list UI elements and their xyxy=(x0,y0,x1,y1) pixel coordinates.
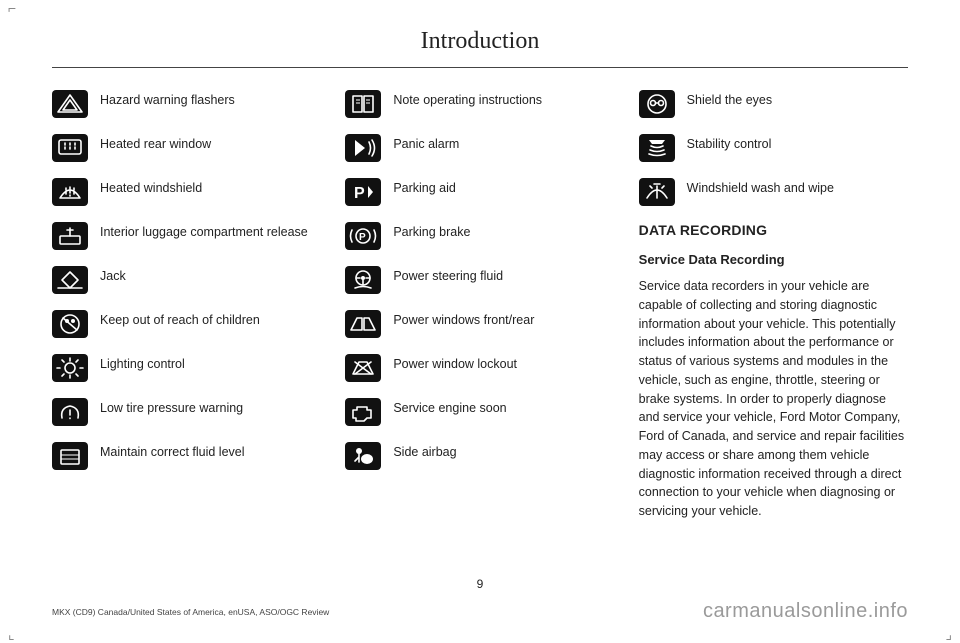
hazard-warning-flashers-label: Hazard warning flashers xyxy=(100,90,235,109)
heated-rear-window-icon xyxy=(52,134,88,162)
heated-rear-window-label: Heated rear window xyxy=(100,134,211,153)
symbol-row-hazard-warning-flashers: Hazard warning flashers xyxy=(52,90,321,118)
symbol-row-low-tire-pressure: Low tire pressure warning xyxy=(52,398,321,426)
symbol-row-service-engine-soon: Service engine soon xyxy=(345,398,614,426)
crop-mark: ⌟ xyxy=(945,626,952,643)
shield-the-eyes-label: Shield the eyes xyxy=(687,90,772,109)
panic-alarm-label: Panic alarm xyxy=(393,134,459,153)
title-rule xyxy=(52,67,908,68)
service-engine-soon-icon xyxy=(345,398,381,426)
crop-mark: ⌞ xyxy=(8,626,15,643)
symbol-row-parking-aid: P Parking aid xyxy=(345,178,614,206)
symbol-row-interior-luggage-release: Interior luggage compartment release xyxy=(52,222,321,250)
symbol-row-keep-out-of-reach: Keep out of reach of children xyxy=(52,310,321,338)
symbol-row-jack: Jack xyxy=(52,266,321,294)
service-data-recording-heading: Service Data Recording xyxy=(639,252,908,267)
stability-control-icon xyxy=(639,134,675,162)
symbol-column-3: Shield the eyes Stability control Windshie… xyxy=(639,90,908,521)
symbol-row-stability-control: Stability control xyxy=(639,134,908,162)
panic-alarm-icon xyxy=(345,134,381,162)
service-data-recording-body: Service data recorders in your vehicle a… xyxy=(639,277,908,521)
footer-left-text: MKX (CD9) Canada/United States of Americ… xyxy=(52,607,329,617)
windshield-wash-wipe-label: Windshield wash and wipe xyxy=(687,178,834,197)
power-window-lockout-label: Power window lockout xyxy=(393,354,517,373)
side-airbag-icon xyxy=(345,442,381,470)
symbol-row-power-window-lockout: Power window lockout xyxy=(345,354,614,382)
power-window-lockout-icon xyxy=(345,354,381,382)
windshield-wash-wipe-icon xyxy=(639,178,675,206)
keep-out-of-reach-icon xyxy=(52,310,88,338)
low-tire-pressure-label: Low tire pressure warning xyxy=(100,398,243,417)
power-windows-icon xyxy=(345,310,381,338)
low-tire-pressure-icon xyxy=(52,398,88,426)
symbol-row-heated-windshield: Heated windshield xyxy=(52,178,321,206)
interior-luggage-release-label: Interior luggage compartment release xyxy=(100,222,308,241)
note-operating-instructions-label: Note operating instructions xyxy=(393,90,542,109)
power-steering-fluid-icon xyxy=(345,266,381,294)
symbol-row-power-steering-fluid: Power steering fluid xyxy=(345,266,614,294)
parking-brake-icon: P xyxy=(345,222,381,250)
power-steering-fluid-label: Power steering fluid xyxy=(393,266,503,285)
maintain-fluid-level-label: Maintain correct fluid level xyxy=(100,442,245,461)
lighting-control-label: Lighting control xyxy=(100,354,185,373)
svg-text:P: P xyxy=(354,185,365,202)
page-title: Introduction xyxy=(52,28,908,55)
crop-mark: ⌐ xyxy=(8,0,16,16)
symbol-row-shield-the-eyes: Shield the eyes xyxy=(639,90,908,118)
keep-out-of-reach-label: Keep out of reach of children xyxy=(100,310,260,329)
symbol-row-parking-brake: P Parking brake xyxy=(345,222,614,250)
shield-the-eyes-icon xyxy=(639,90,675,118)
symbol-row-heated-rear-window: Heated rear window xyxy=(52,134,321,162)
symbol-row-side-airbag: Side airbag xyxy=(345,442,614,470)
symbol-column-1: Hazard warning flashers Heated rear windo… xyxy=(52,90,321,521)
service-engine-soon-label: Service engine soon xyxy=(393,398,506,417)
symbol-row-note-operating-instructions: Note operating instructions xyxy=(345,90,614,118)
content-columns: Hazard warning flashers Heated rear windo… xyxy=(52,90,908,521)
jack-icon xyxy=(52,266,88,294)
note-operating-instructions-icon xyxy=(345,90,381,118)
symbol-row-windshield-wash-wipe: Windshield wash and wipe xyxy=(639,178,908,206)
jack-label: Jack xyxy=(100,266,126,285)
interior-luggage-release-icon xyxy=(52,222,88,250)
watermark: carmanualsonline.info xyxy=(703,600,908,623)
parking-brake-label: Parking brake xyxy=(393,222,470,241)
power-windows-label: Power windows front/rear xyxy=(393,310,534,329)
parking-aid-label: Parking aid xyxy=(393,178,456,197)
symbol-row-panic-alarm: Panic alarm xyxy=(345,134,614,162)
svg-text:P: P xyxy=(359,232,366,243)
heated-windshield-label: Heated windshield xyxy=(100,178,202,197)
heated-windshield-icon xyxy=(52,178,88,206)
data-recording-heading: DATA RECORDING xyxy=(639,222,908,238)
maintain-fluid-level-icon xyxy=(52,442,88,470)
stability-control-label: Stability control xyxy=(687,134,772,153)
manual-page: ⌐ Introduction Hazard warning flashers He… xyxy=(0,0,960,643)
hazard-warning-flashers-icon xyxy=(52,90,88,118)
lighting-control-icon xyxy=(52,354,88,382)
symbol-row-power-windows: Power windows front/rear xyxy=(345,310,614,338)
symbol-row-maintain-fluid-level: Maintain correct fluid level xyxy=(52,442,321,470)
page-number: 9 xyxy=(0,577,960,591)
parking-aid-icon: P xyxy=(345,178,381,206)
symbol-row-lighting-control: Lighting control xyxy=(52,354,321,382)
side-airbag-label: Side airbag xyxy=(393,442,456,461)
symbol-column-2: Note operating instructionsPanic alarmPP… xyxy=(345,90,614,521)
